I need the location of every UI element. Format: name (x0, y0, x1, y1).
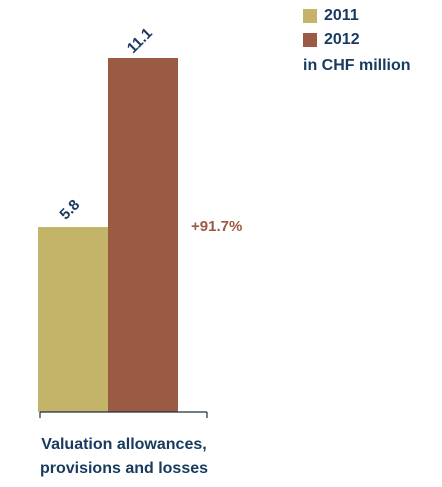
growth-annotation: +91.7% (191, 218, 242, 235)
legend-item-2012: 2012 (303, 28, 411, 52)
legend-item-2011: 2011 (303, 4, 411, 28)
legend-label-2012: 2012 (324, 31, 360, 48)
category-label-line-2: provisions and losses (39, 460, 209, 477)
legend-swatch-2011 (303, 9, 317, 23)
bar-2011 (38, 227, 108, 412)
bar-2012 (108, 58, 178, 412)
unit-label: in CHF million (303, 57, 411, 74)
legend: 2011 2012 in CHF million (303, 4, 411, 78)
category-label: Valuation allowances, provisions and los… (14, 433, 234, 481)
bars-layer: 5.8 11.1 (38, 25, 178, 412)
legend-swatch-2012 (303, 33, 317, 47)
legend-label-2011: 2011 (324, 7, 359, 24)
category-label-line-1: Valuation allowances, (41, 436, 207, 453)
data-label-2012: 11.1 (124, 25, 156, 57)
data-label-2011: 5.8 (56, 196, 83, 223)
